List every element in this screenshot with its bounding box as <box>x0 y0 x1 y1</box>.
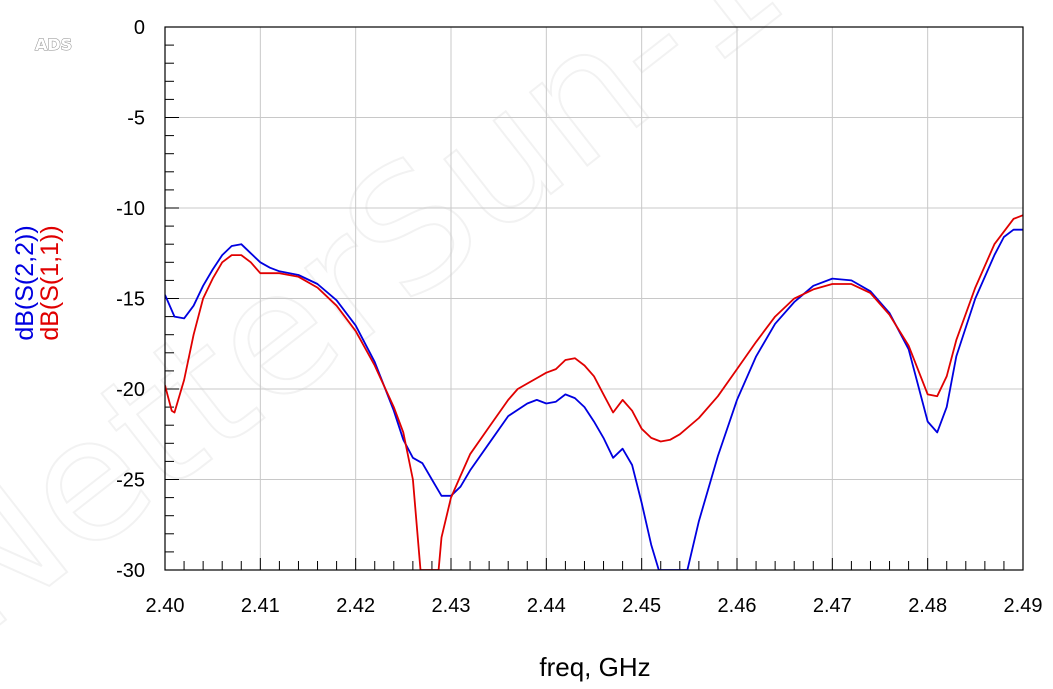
x-tick-label: 2.47 <box>813 595 852 617</box>
x-tick-label: 2.49 <box>1004 595 1043 617</box>
plot-area: 2.40 2.41 2.42 2.43 2.44 2.45 2.46 2.47 2.48 2.49… <box>116 17 1042 617</box>
y-tick-label: 0 <box>134 17 145 39</box>
ads-corner-label: ADS <box>35 35 72 54</box>
x-tick-label: 2.43 <box>432 595 471 617</box>
x-tick-label: 2.48 <box>908 595 947 617</box>
x-tick-label: 2.46 <box>718 595 757 617</box>
x-tick-label: 2.45 <box>622 595 661 617</box>
x-tick-label: 2.44 <box>527 595 566 617</box>
x-tick-label: 2.40 <box>146 595 185 617</box>
x-tick-label: 2.42 <box>336 595 375 617</box>
series-line-s11 <box>165 214 1023 570</box>
y-tick-label: -25 <box>116 470 145 492</box>
series-line-s22 <box>165 228 1023 570</box>
x-axis-title: freq, GHz <box>539 652 650 682</box>
y-axis-label-s22: dB(S(2,2)) <box>11 225 39 340</box>
x-tick-label: 2.41 <box>241 595 280 617</box>
y-axis-label-s11: dB(S(1,1)) <box>36 225 64 340</box>
y-tick-label: -20 <box>116 379 145 401</box>
y-tick-label: -30 <box>116 560 145 582</box>
y-tick-label: -5 <box>127 108 145 130</box>
y-tick-label: -10 <box>116 198 145 220</box>
y-tick-label: -15 <box>116 289 145 311</box>
plot-frame <box>164 26 1024 571</box>
